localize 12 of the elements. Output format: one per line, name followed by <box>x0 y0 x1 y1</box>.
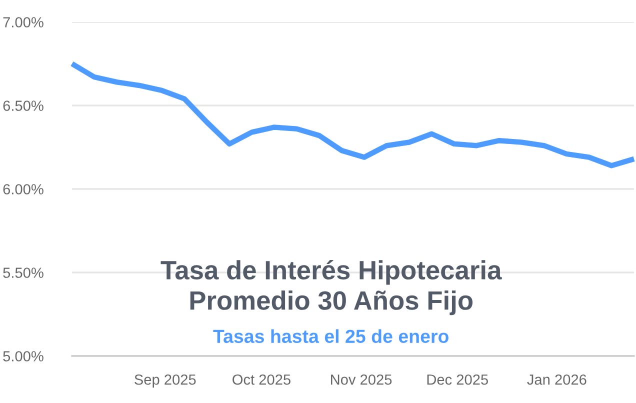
x-tick-label: Sep 2025 <box>134 374 196 388</box>
x-tick-label: Jan 2026 <box>527 374 586 385</box>
text: Tasa de Interés Hipotecaria Promedio 30 Años Fijo <box>160 260 502 316</box>
y-tick-label: 5.00% <box>3 351 44 362</box>
y-tick-label: 6.50% <box>3 100 44 111</box>
y-tick-label: 7.00% <box>3 17 44 28</box>
x-tick-label: Oct 2025 <box>232 374 290 385</box>
y-tick-label: 6.00% <box>3 184 44 194</box>
y-tick-label: 5.50% <box>3 268 44 278</box>
text: Tasas hasta el 25 de enero <box>213 329 448 343</box>
x-tick-label: Nov 2025 <box>331 374 392 385</box>
x-tick-label: Dec 2025 <box>427 374 488 385</box>
